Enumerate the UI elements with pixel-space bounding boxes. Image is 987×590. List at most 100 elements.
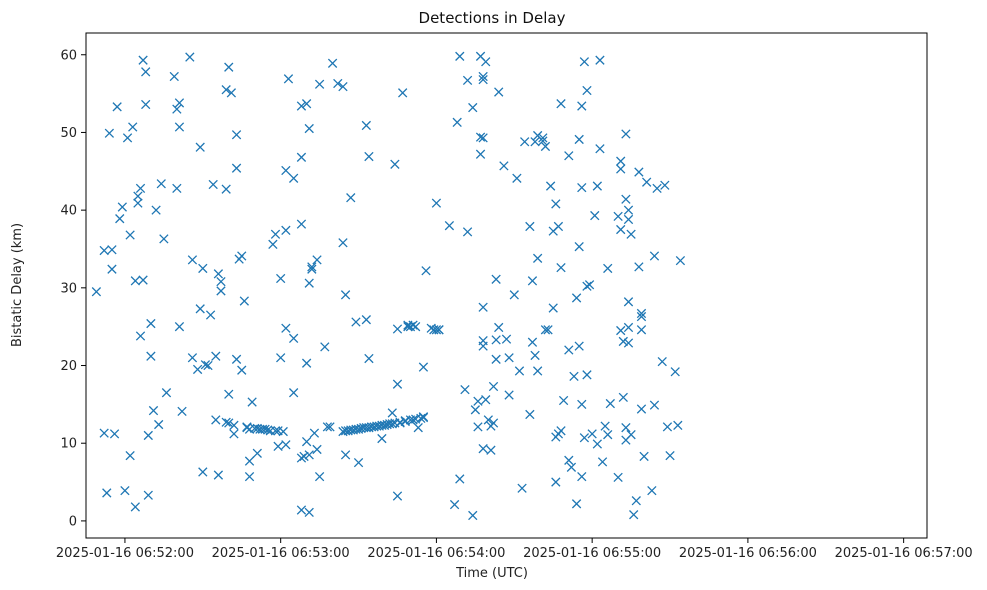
y-tick-label: 40 xyxy=(60,204,77,219)
data-point xyxy=(431,325,442,335)
data-point xyxy=(577,471,587,482)
data-point xyxy=(135,331,146,341)
data-point xyxy=(462,75,473,86)
data-point xyxy=(213,269,224,279)
data-point xyxy=(247,397,257,407)
data-point xyxy=(652,183,662,194)
data-point xyxy=(314,471,325,482)
data-point xyxy=(540,325,551,335)
data-point xyxy=(301,99,312,109)
data-point xyxy=(491,354,501,364)
data-point xyxy=(660,180,670,190)
data-point xyxy=(582,281,592,291)
data-point xyxy=(649,251,660,261)
data-point xyxy=(221,184,231,194)
data-point xyxy=(122,133,133,143)
data-point xyxy=(556,99,566,109)
plot-frame xyxy=(85,32,928,539)
data-point xyxy=(494,87,504,97)
data-point xyxy=(216,286,226,296)
data-point xyxy=(172,183,182,194)
data-point xyxy=(636,308,647,319)
data-point xyxy=(169,71,179,82)
data-point xyxy=(452,117,462,128)
data-point xyxy=(221,417,231,427)
data-point xyxy=(431,198,442,208)
data-point xyxy=(128,122,138,132)
data-point xyxy=(133,198,143,208)
data-point xyxy=(309,428,320,438)
data-point xyxy=(595,144,605,154)
data-point xyxy=(473,396,483,406)
data-point xyxy=(195,304,205,314)
data-point xyxy=(564,151,574,161)
data-point xyxy=(133,191,143,201)
y-tick-label: 10 xyxy=(60,437,77,452)
data-point xyxy=(491,335,501,345)
data-point xyxy=(582,370,592,380)
data-point xyxy=(564,455,574,465)
x-axis: 2025-01-16 06:52:00 2025-01-16 06:53:00 20… xyxy=(56,538,973,561)
data-point xyxy=(449,499,460,510)
data-point xyxy=(198,263,208,274)
data-point xyxy=(398,88,408,98)
data-point xyxy=(91,287,102,297)
data-point xyxy=(621,423,631,433)
y-tick-label: 50 xyxy=(60,126,77,141)
data-point xyxy=(662,422,673,432)
data-point xyxy=(520,137,530,147)
data-point xyxy=(379,420,390,431)
data-point xyxy=(229,429,239,439)
data-point xyxy=(340,290,351,300)
data-point xyxy=(527,276,538,286)
data-point xyxy=(216,276,226,287)
data-point xyxy=(270,426,281,436)
data-point xyxy=(172,104,182,114)
data-point xyxy=(574,241,584,252)
y-tick-label: 20 xyxy=(60,359,77,374)
data-point xyxy=(192,364,203,375)
data-point xyxy=(631,496,641,506)
data-point xyxy=(346,193,356,203)
data-point xyxy=(551,199,561,209)
data-point xyxy=(525,221,535,232)
data-point xyxy=(200,360,211,370)
x-tick-label: 2025-01-16 06:53:00 xyxy=(212,546,350,561)
data-point xyxy=(657,356,667,367)
data-point xyxy=(143,430,153,441)
data-point xyxy=(148,405,159,416)
data-point xyxy=(146,318,156,329)
data-point xyxy=(577,182,587,193)
data-point xyxy=(413,423,423,433)
data-point xyxy=(205,310,216,320)
data-point xyxy=(364,353,374,364)
data-point xyxy=(364,151,374,162)
data-point xyxy=(174,98,185,108)
data-point xyxy=(545,181,556,191)
data-point xyxy=(481,57,491,67)
data-point xyxy=(161,388,172,398)
data-point xyxy=(115,214,125,224)
data-point xyxy=(473,422,483,432)
data-point xyxy=(213,470,224,480)
data-point xyxy=(304,450,314,460)
data-point xyxy=(621,194,631,204)
data-point xyxy=(260,424,270,434)
data-point xyxy=(623,322,634,333)
data-point xyxy=(392,324,403,334)
data-point xyxy=(231,130,242,140)
data-point xyxy=(211,351,221,361)
data-point xyxy=(327,58,338,68)
data-point xyxy=(99,428,109,438)
data-point xyxy=(530,350,540,361)
data-point xyxy=(626,229,636,239)
data-point xyxy=(125,450,135,461)
data-point xyxy=(338,238,348,248)
data-point xyxy=(426,323,436,333)
data-point xyxy=(112,102,122,112)
data-point xyxy=(491,274,501,284)
data-point xyxy=(509,290,519,300)
data-point xyxy=(325,422,335,432)
data-point xyxy=(138,55,148,65)
data-point xyxy=(244,471,255,482)
